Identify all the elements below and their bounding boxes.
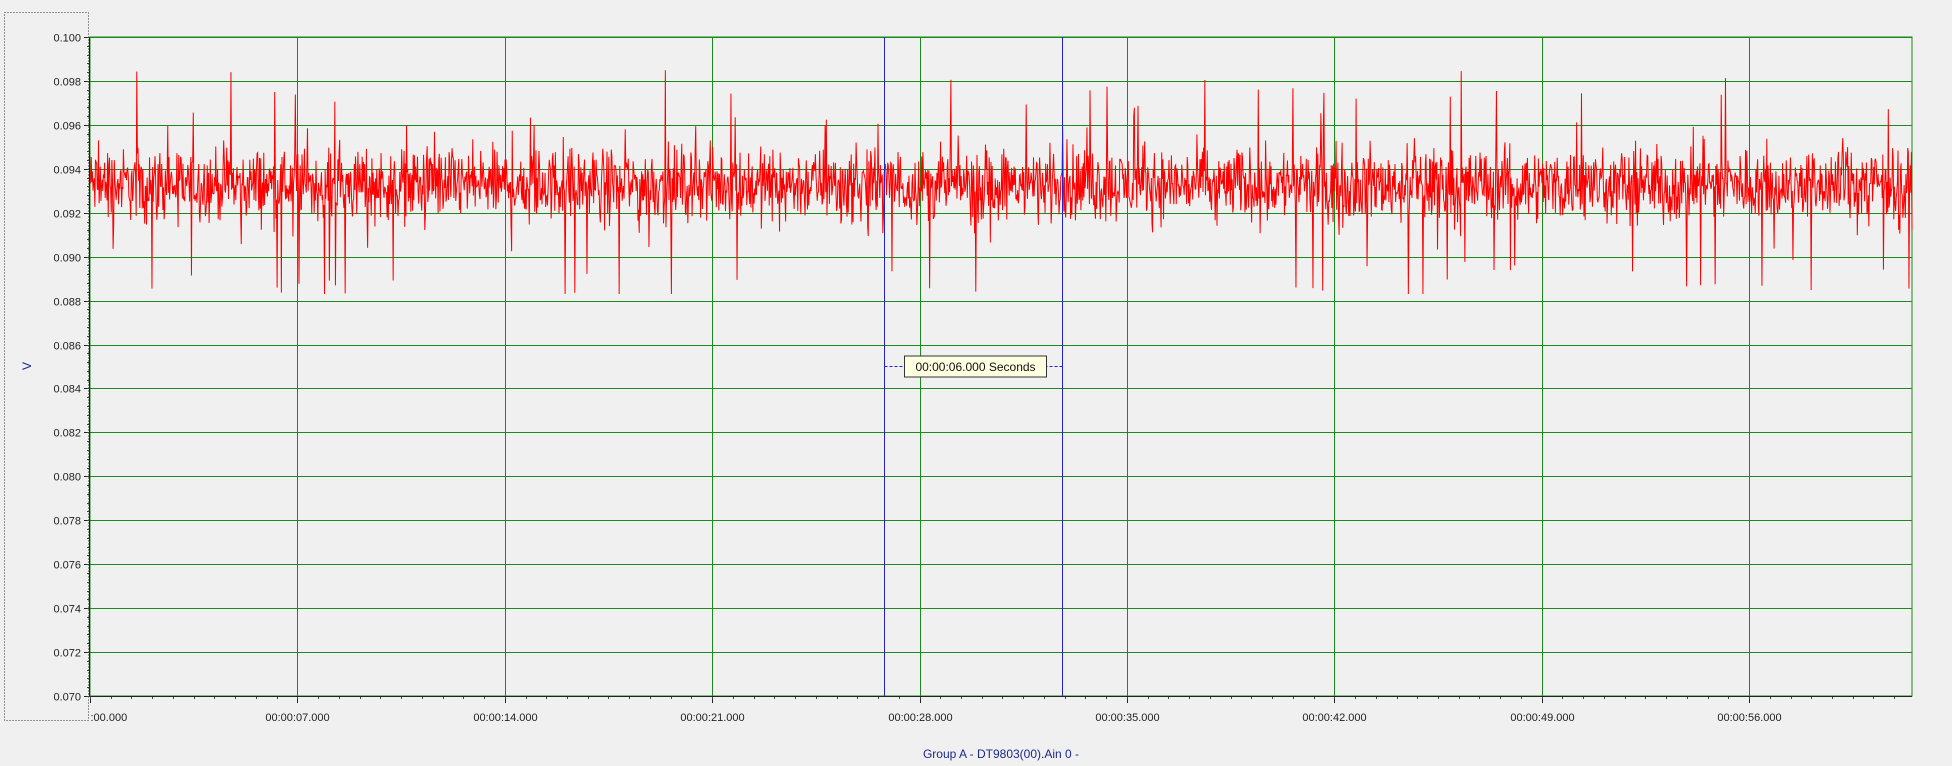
x-tick-label: 00:00:21.000 bbox=[680, 712, 744, 724]
x-tick-label: 00:00:07.000 bbox=[265, 712, 329, 724]
y-tick-label: 0.084 bbox=[53, 384, 81, 396]
y-tick-label: 0.080 bbox=[53, 472, 81, 484]
y-tick-label: 0.092 bbox=[53, 209, 81, 221]
y-tick-label: 0.088 bbox=[53, 297, 81, 309]
x-tick-label: 00:00:49.000 bbox=[1510, 712, 1574, 724]
y-tick-label: 0.096 bbox=[53, 121, 81, 133]
x-tick-label: 00:00:28.000 bbox=[888, 712, 952, 724]
y-tick-label: 0.086 bbox=[53, 341, 81, 353]
x-tick-label: 00:00:14.000 bbox=[473, 712, 537, 724]
cursor-delta-box bbox=[904, 355, 1047, 378]
x-axis-title: Group A - DT9803(00).Ain 0 - bbox=[923, 747, 1079, 761]
axes: 0.070 0.072 0.074 0.076 0.078 0.080 0.082 0.084… bbox=[53, 33, 1912, 724]
y-tick-label: 0.082 bbox=[53, 428, 81, 440]
y-tick-label: 0.076 bbox=[53, 560, 81, 572]
cursor-layer[interactable]: 00:00:06.000 Seconds bbox=[884, 37, 1063, 696]
y-tick-label: 0.094 bbox=[53, 165, 81, 177]
y-tick-label: 0.078 bbox=[53, 516, 81, 528]
y-tick-label: 0.100 bbox=[53, 33, 81, 45]
y-tick-label: 0.090 bbox=[53, 253, 81, 265]
x-tick-label: 00:00:56.000 bbox=[1717, 712, 1781, 724]
x-tick-label: 00:00:42.000 bbox=[1302, 712, 1366, 724]
x-tick-label: :00.000 bbox=[91, 712, 128, 724]
x-tick-label: 00:00:35.000 bbox=[1095, 712, 1159, 724]
y-axis-title: V bbox=[20, 362, 34, 370]
y-tick-label: 0.098 bbox=[53, 77, 81, 89]
y-tick-label: 0.070 bbox=[53, 692, 81, 704]
y-tick-label: 0.072 bbox=[53, 648, 81, 660]
y-tick-label: 0.074 bbox=[53, 604, 81, 616]
chart-frame-dotted bbox=[4, 12, 89, 721]
cursor-delta-label: 00:00:06.000 Seconds bbox=[915, 360, 1035, 374]
series-line bbox=[89, 70, 1913, 295]
series-layer bbox=[89, 70, 1913, 295]
